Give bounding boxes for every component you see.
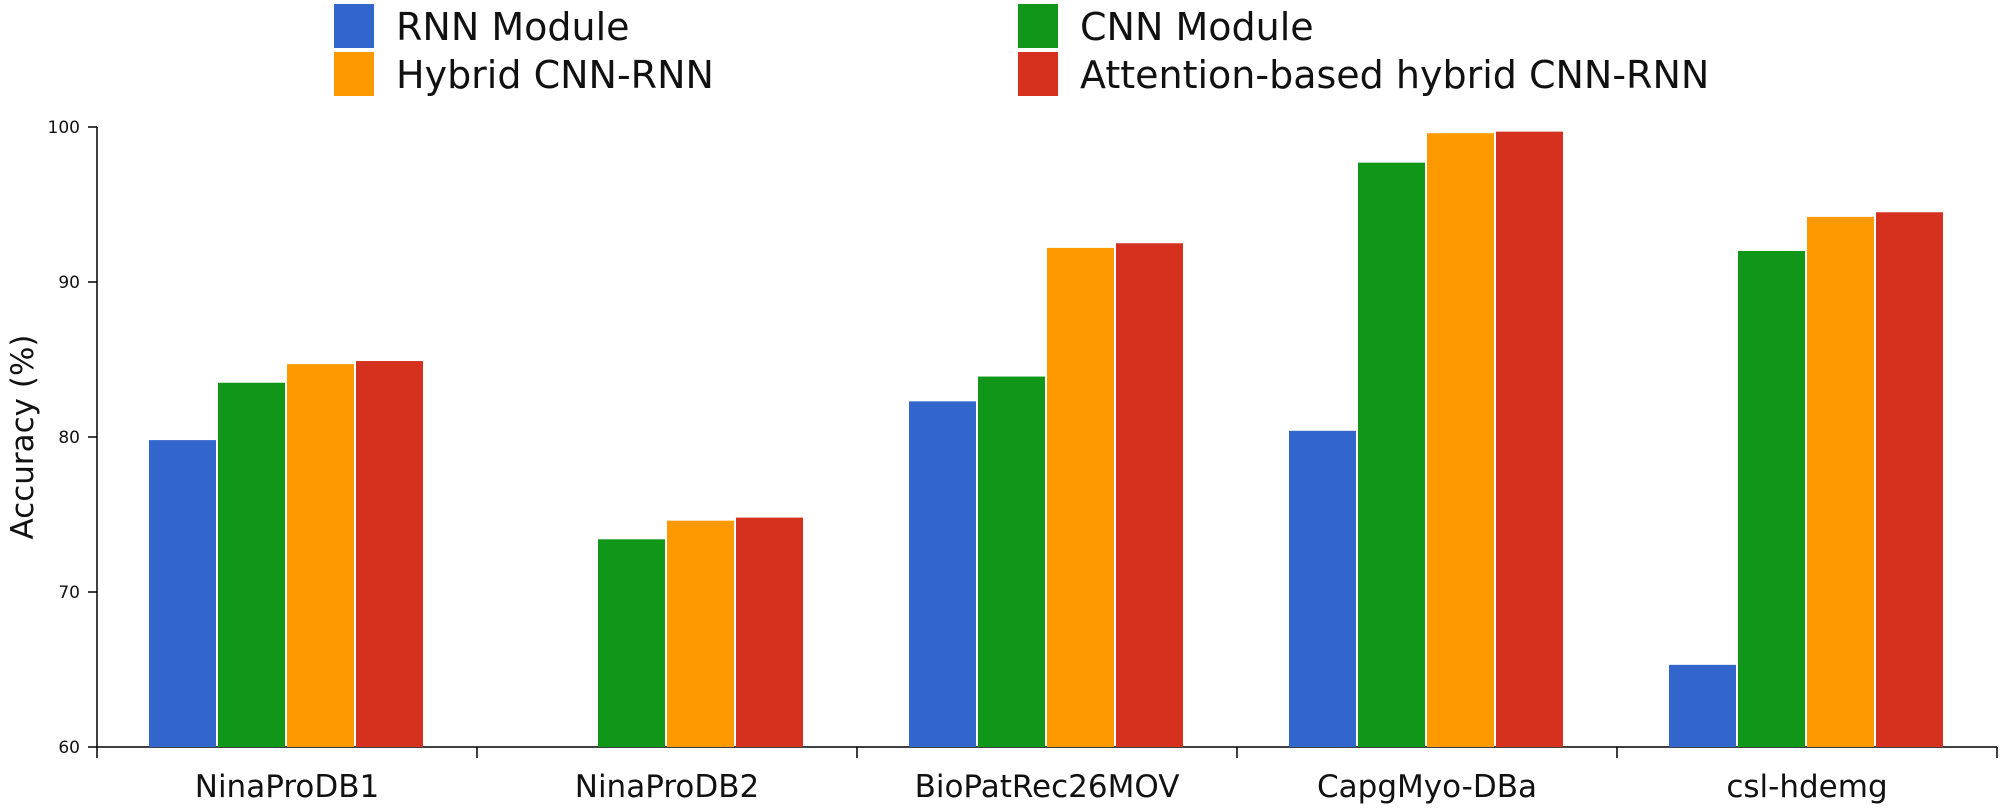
y-tick-label: 100 <box>48 118 80 138</box>
legend-swatch <box>334 52 374 96</box>
bar-hybrid-cnn-rnn-capgmyo-dba <box>1427 133 1494 747</box>
x-tick-label: CapgMyo-DBa <box>1317 769 1537 805</box>
legend-label: CNN Module <box>1080 5 1314 49</box>
y-axis: 60 70 80 90 100 <box>48 118 98 758</box>
bar-hybrid-cnn-rnn-ninaprodb1 <box>287 364 354 747</box>
bar-rnn-module-biopatrec26mov <box>909 401 976 747</box>
x-tick-label: NinaProDB1 <box>195 769 380 805</box>
legend-label: Hybrid CNN-RNN <box>396 53 714 97</box>
y-tick-label: 70 <box>58 583 80 603</box>
bar-cnn-module-capgmyo-dba <box>1358 162 1425 747</box>
legend-swatch <box>1018 52 1058 96</box>
bar-attention-based-hybrid-cnn-rnn-ninaprodb2 <box>736 517 803 747</box>
bar-attention-based-hybrid-cnn-rnn-capgmyo-dba <box>1496 131 1563 747</box>
x-tick-label: csl-hdemg <box>1726 769 1887 805</box>
bar-cnn-module-ninaprodb1 <box>218 382 285 747</box>
bar-rnn-module-csl-hdemg <box>1669 664 1736 747</box>
legend-swatch <box>334 4 374 48</box>
y-axis-title: Accuracy (%) <box>5 334 41 539</box>
x-tick-label: BioPatRec26MOV <box>915 769 1180 805</box>
bar-rnn-module-ninaprodb1 <box>149 440 216 747</box>
bar-cnn-module-csl-hdemg <box>1738 251 1805 747</box>
bar-hybrid-cnn-rnn-csl-hdemg <box>1807 216 1874 747</box>
y-tick-label: 80 <box>58 428 80 448</box>
bar-rnn-module-capgmyo-dba <box>1289 430 1356 747</box>
bar-attention-based-hybrid-cnn-rnn-biopatrec26mov <box>1116 243 1183 747</box>
bars-group <box>149 131 1943 747</box>
bar-attention-based-hybrid-cnn-rnn-csl-hdemg <box>1876 212 1943 747</box>
legend-label: RNN Module <box>396 5 630 49</box>
y-tick-label: 60 <box>58 738 80 758</box>
x-tick-label: NinaProDB2 <box>575 769 760 805</box>
x-axis: NinaProDB1 NinaProDB2 BioPatRec26MOV CapgMy… <box>96 746 1998 805</box>
bar-hybrid-cnn-rnn-biopatrec26mov <box>1047 247 1114 747</box>
y-tick-label: 90 <box>58 273 80 293</box>
bar-cnn-module-ninaprodb2 <box>598 539 665 747</box>
bar-cnn-module-biopatrec26mov <box>978 376 1045 747</box>
legend: RNN Module CNN Module Hybrid CNN-RNN Attent… <box>334 4 1709 97</box>
legend-label: Attention-based hybrid CNN-RNN <box>1080 53 1709 97</box>
legend-swatch <box>1018 4 1058 48</box>
bar-attention-based-hybrid-cnn-rnn-ninaprodb1 <box>356 361 423 747</box>
bar-hybrid-cnn-rnn-ninaprodb2 <box>667 520 734 747</box>
